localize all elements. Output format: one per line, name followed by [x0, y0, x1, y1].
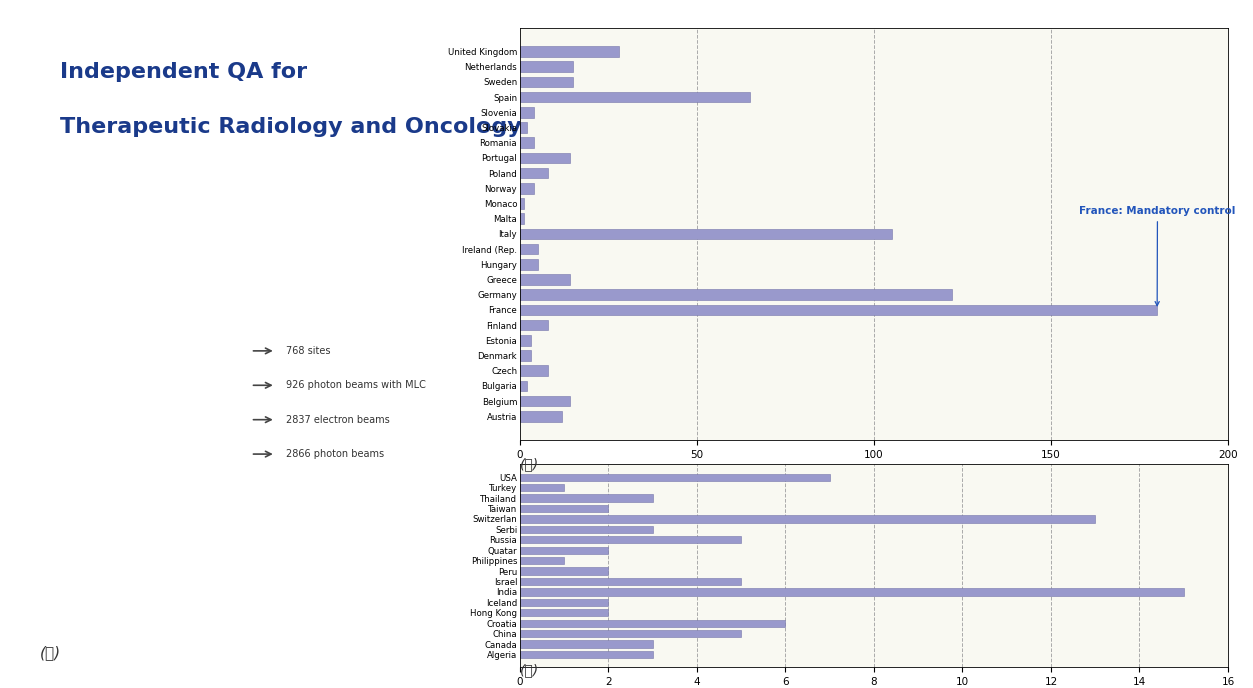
- Text: Therapeutic Radiology and Oncology: Therapeutic Radiology and Oncology: [60, 117, 523, 137]
- X-axis label: Number of centres checked per country: Number of centres checked per country: [771, 466, 977, 475]
- Bar: [520, 380, 528, 391]
- Bar: [520, 484, 564, 491]
- Bar: [520, 350, 530, 361]
- Text: Independent QA for: Independent QA for: [60, 62, 307, 82]
- Bar: [520, 557, 564, 564]
- Bar: [520, 568, 609, 574]
- Bar: [520, 183, 534, 193]
- Bar: [520, 335, 530, 345]
- Bar: [520, 365, 549, 376]
- Bar: [520, 578, 742, 585]
- Bar: [520, 515, 1095, 523]
- Bar: [520, 599, 609, 606]
- Bar: [520, 630, 742, 637]
- Bar: [520, 505, 609, 512]
- Text: 926 photon beams with MLC: 926 photon beams with MLC: [286, 380, 426, 390]
- Text: 768 sites: 768 sites: [286, 346, 331, 356]
- Text: France: Mandatory control: France: Mandatory control: [1079, 206, 1235, 305]
- Bar: [520, 61, 573, 72]
- Bar: [520, 546, 609, 554]
- Bar: [520, 46, 619, 57]
- Bar: [520, 92, 751, 103]
- Bar: [520, 76, 573, 87]
- Bar: [520, 641, 653, 647]
- Text: (다): (다): [520, 664, 539, 678]
- Bar: [520, 396, 570, 407]
- Bar: [520, 651, 653, 658]
- Bar: [520, 153, 570, 163]
- Bar: [520, 526, 653, 533]
- Bar: [520, 138, 534, 148]
- Bar: [520, 259, 538, 270]
- Bar: [520, 213, 524, 224]
- Bar: [520, 122, 528, 133]
- Bar: [520, 244, 538, 255]
- Bar: [520, 198, 524, 209]
- Text: 2837 electron beams: 2837 electron beams: [286, 415, 390, 424]
- Bar: [520, 495, 653, 502]
- Bar: [520, 620, 786, 627]
- Bar: [520, 536, 742, 544]
- Bar: [520, 168, 549, 178]
- Bar: [520, 305, 1158, 315]
- Bar: [520, 290, 952, 300]
- Text: (나): (나): [520, 458, 539, 471]
- Text: 2866 photon beams: 2866 photon beams: [286, 449, 383, 459]
- Bar: [520, 228, 892, 239]
- Bar: [520, 609, 609, 616]
- Bar: [520, 107, 534, 118]
- Bar: [520, 275, 570, 285]
- Bar: [520, 588, 1184, 596]
- Bar: [520, 411, 563, 422]
- Bar: [520, 320, 549, 330]
- Bar: [520, 473, 829, 481]
- Text: (가): (가): [40, 645, 61, 660]
